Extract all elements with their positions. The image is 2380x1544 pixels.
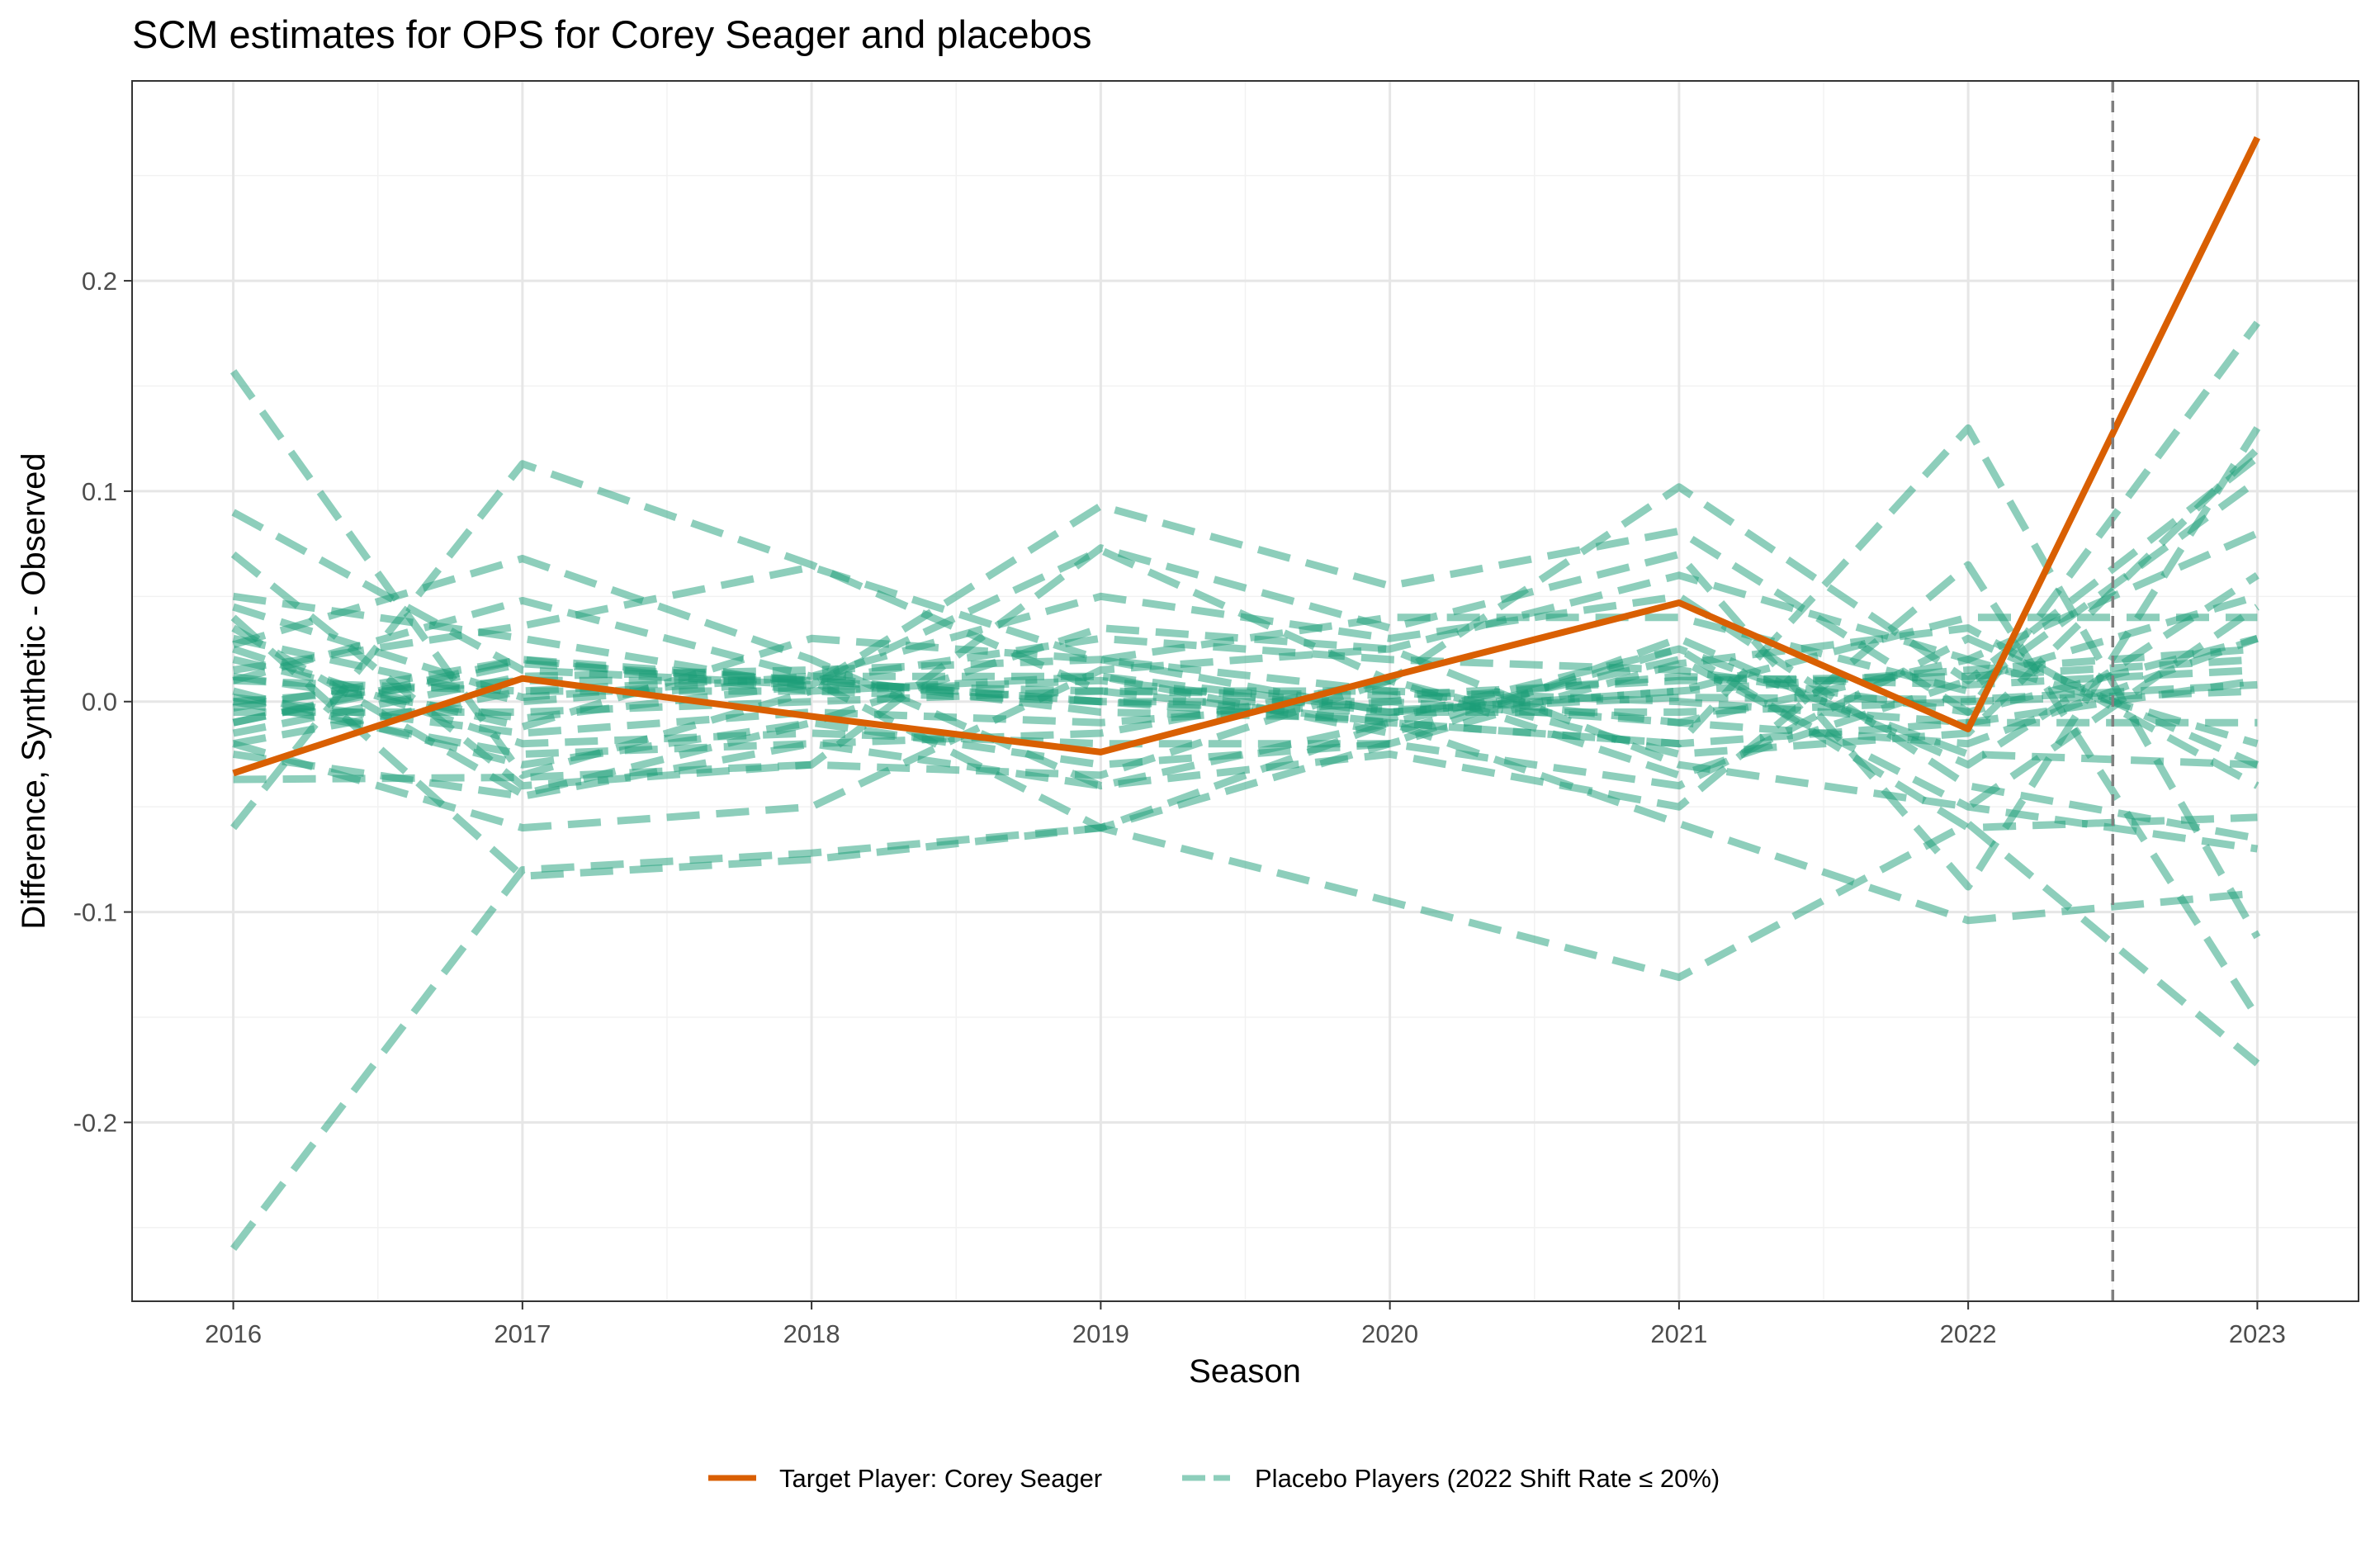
placebo-series-line [232,656,2258,722]
y-tick-label: -0.2 [73,1108,117,1137]
placebo-series-line [232,603,2258,832]
x-tick-label: 2017 [494,1319,551,1348]
y-axis-title: Difference, Synthetic - Observed [16,452,52,929]
legend: Target Player: Corey Seager Placebo Play… [708,1464,1720,1493]
x-tick-label: 2019 [1072,1319,1129,1348]
target-series-line [232,136,2260,777]
y-axis: -0.2 -0.1 0.0 0.1 0.2 [73,267,132,1137]
x-tick-label: 2018 [783,1319,840,1348]
x-tick-label: 2016 [205,1319,262,1348]
placebo-series-line [232,624,2259,832]
placebo-series-line [232,592,2259,779]
grid-lines [132,81,2359,1301]
y-tick-label: 0.1 [82,477,117,506]
placebo-series-line [232,555,2261,1020]
legend-placebo-label: Placebo Players (2022 Shift Rate ≤ 20%) [1255,1464,1720,1493]
legend-target-label: Target Player: Corey Seager [779,1464,1102,1493]
placebo-series-line [230,614,2258,925]
placebo-series-line [230,424,2261,940]
placebo-series-line [232,529,2259,832]
y-tick-label: -0.1 [73,898,117,927]
plot-border [131,80,2359,1302]
x-axis-title: Season [1189,1353,1301,1390]
placebo-series-line [232,634,2259,790]
y-tick-label: 0.2 [82,267,117,296]
placebo-series-line [232,592,2259,842]
placebo-series-line [230,820,2260,1252]
placebo-series-line [232,635,2259,748]
placebo-series-line [232,656,2259,853]
x-axis: 2016 2017 2018 2019 2020 2021 2022 2023 [205,1301,2286,1348]
placebo-series-line [230,426,2261,891]
x-tick-label: 2023 [2229,1319,2286,1348]
x-tick-label: 2021 [1650,1319,1707,1348]
target-series-group [232,136,2260,777]
y-tick-label: 0.0 [82,688,117,717]
x-tick-label: 2020 [1361,1319,1418,1348]
chart-title: SCM estimates for OPS for Corey Seager a… [132,12,1091,56]
placebo-series-line [232,477,2260,731]
placebo-series-line [229,369,2258,779]
x-tick-label: 2022 [1940,1319,1997,1348]
